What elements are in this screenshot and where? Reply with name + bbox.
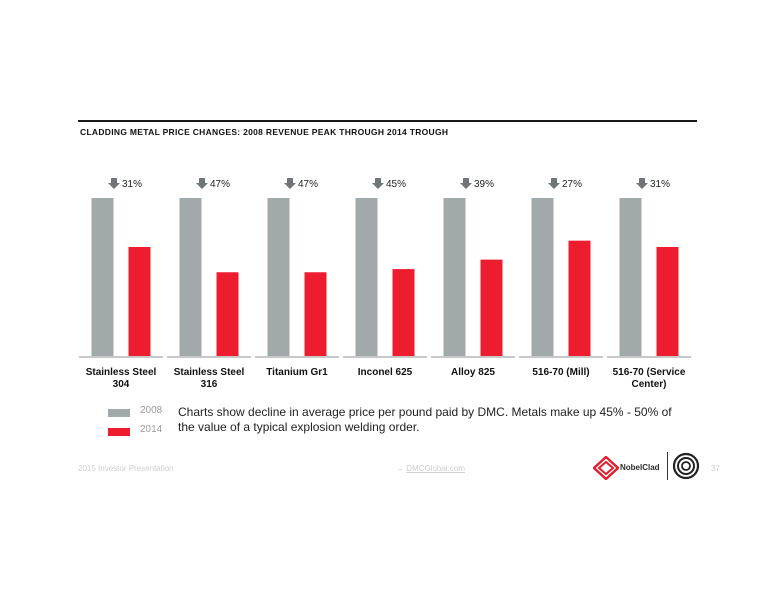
baseline-segment <box>343 356 427 358</box>
bar-2008 <box>91 198 114 356</box>
down-arrow-icon <box>460 178 472 189</box>
legend-swatch-2014 <box>108 428 130 436</box>
brand-name: NobelClad <box>620 463 660 472</box>
footer-website-link[interactable]: → DMCGlobal.com <box>396 464 465 473</box>
down-arrow-icon <box>108 178 120 189</box>
down-arrow-icon <box>636 178 648 189</box>
category-label-line: Titanium Gr1 <box>266 367 328 378</box>
category-label-line: 316 <box>201 379 218 390</box>
title-rule <box>78 120 697 122</box>
baseline-segment <box>79 356 163 358</box>
footer-presentation-title: 2015 Investor Presentation <box>78 464 174 473</box>
category-label: Inconel 625 <box>358 367 413 378</box>
category-label-line: Alloy 825 <box>451 367 495 378</box>
down-arrow-icon <box>548 178 560 189</box>
bar-2008 <box>179 198 202 356</box>
category-label-line: Inconel 625 <box>358 367 413 378</box>
bar-2014 <box>216 272 239 356</box>
change-label: 31% <box>122 179 142 190</box>
change-label: 47% <box>210 179 230 190</box>
category-label: Stainless Steel 316 <box>174 367 245 390</box>
baseline-segment <box>431 356 515 358</box>
bar-2014 <box>392 269 415 356</box>
category-label: 516-70 (Mill) <box>532 367 589 378</box>
category-label: Alloy 825 <box>451 367 495 378</box>
change-label: 47% <box>298 179 318 190</box>
bar-2008 <box>443 198 466 356</box>
category-label-line: Center) <box>631 379 666 390</box>
category-label: Stainless Steel 304 <box>86 367 157 390</box>
chart-note: Charts show decline in average price per… <box>178 405 672 434</box>
category-label-line: Stainless Steel <box>174 367 245 378</box>
chart-title: CLADDING METAL PRICE CHANGES: 2008 REVEN… <box>80 127 449 137</box>
link-arrow-icon: → <box>396 464 404 473</box>
down-arrow-icon <box>196 178 208 189</box>
footer-divider <box>667 452 668 480</box>
footer-website-text[interactable]: DMCGlobal.com <box>406 464 465 473</box>
down-arrow-icon <box>284 178 296 189</box>
bar-2014 <box>656 246 679 356</box>
page-number: 37 <box>711 464 720 473</box>
dmc-emblem-icon <box>672 452 700 480</box>
baseline-segment <box>255 356 339 358</box>
bar-2008 <box>267 198 290 356</box>
legend-label-2014: 2014 <box>140 424 163 435</box>
nobelclad-logo-icon <box>593 456 619 480</box>
legend-swatch-2008 <box>108 409 130 417</box>
bar-2008 <box>531 198 554 356</box>
change-label: 27% <box>562 179 582 190</box>
bar-2008 <box>355 198 378 356</box>
change-label: 45% <box>386 179 406 190</box>
category-label-line: Stainless Steel <box>86 367 157 378</box>
change-label: 31% <box>650 179 670 190</box>
change-label: 39% <box>474 179 494 190</box>
bar-2014 <box>304 272 327 356</box>
bar-2014 <box>480 259 503 356</box>
category-label-line: 516-70 (Service <box>613 367 686 378</box>
category-label: Titanium Gr1 <box>266 367 328 378</box>
category-label-line: 304 <box>113 379 130 390</box>
bar-2008 <box>619 198 642 356</box>
category-label: 516-70 (Service Center) <box>613 367 686 390</box>
bar-2014 <box>568 240 591 356</box>
category-label-line: 516-70 (Mill) <box>532 367 589 378</box>
baseline-segment <box>607 356 691 358</box>
baseline-segment <box>167 356 251 358</box>
bar-2014 <box>128 246 151 356</box>
legend-label-2008: 2008 <box>140 405 163 416</box>
down-arrow-icon <box>372 178 384 189</box>
baseline-segment <box>519 356 603 358</box>
